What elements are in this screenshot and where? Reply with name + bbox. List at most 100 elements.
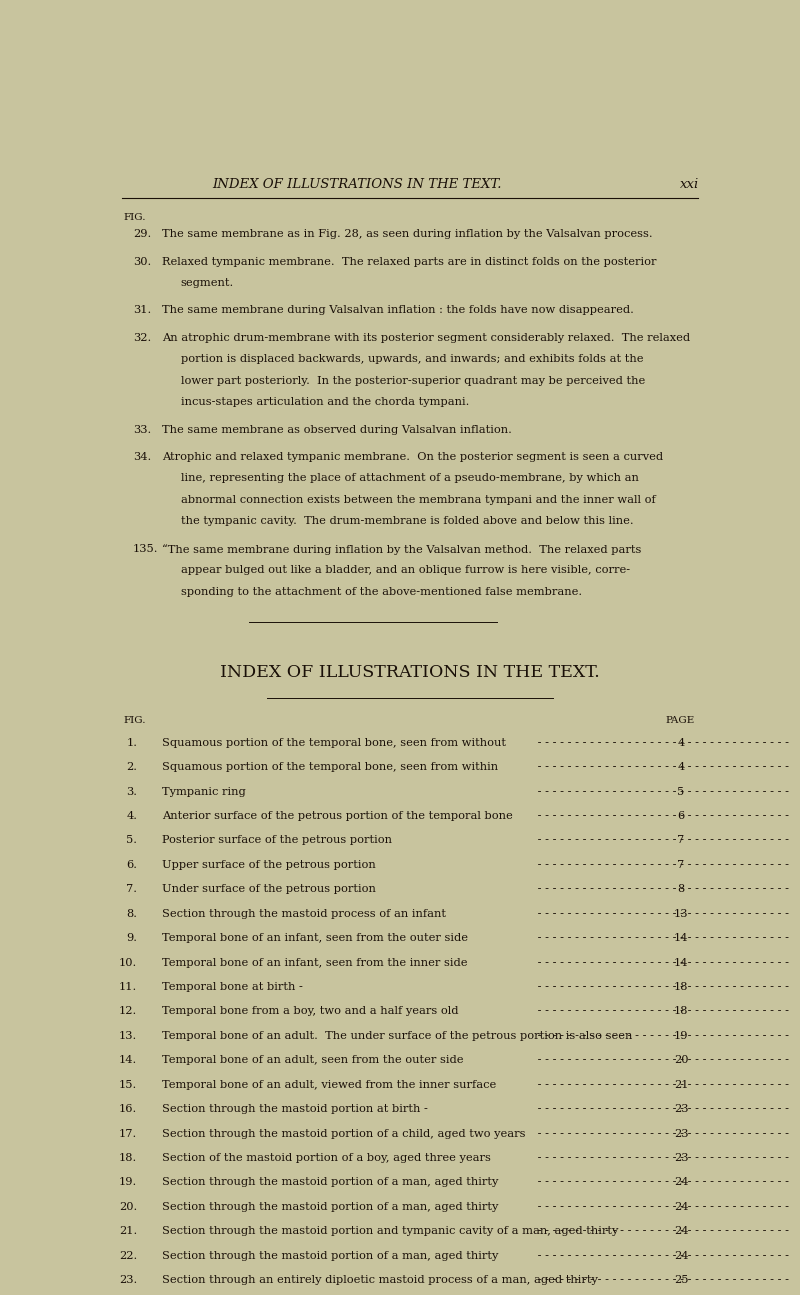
Text: 7: 7	[678, 860, 685, 870]
Text: Temporal bone of an adult.  The under surface of the petrous portion is also see: Temporal bone of an adult. The under sur…	[162, 1031, 632, 1041]
Text: - - - - - - - - - - - - - - - - - - - - - - - - - - - - - - - - - -: - - - - - - - - - - - - - - - - - - - - …	[534, 1031, 789, 1041]
Text: Squamous portion of the temporal bone, seen from without: Squamous portion of the temporal bone, s…	[162, 738, 506, 747]
Text: Relaxed tympanic membrane.  The relaxed parts are in distinct folds on the poste: Relaxed tympanic membrane. The relaxed p…	[162, 256, 657, 267]
Text: - - - - - - - - - - - - - - - - - - - - - - - - - - - - - - - - - -: - - - - - - - - - - - - - - - - - - - - …	[534, 860, 789, 870]
Text: - - - - - - - - - - - - - - - - - - - - - - - - - - - - - - - - - -: - - - - - - - - - - - - - - - - - - - - …	[534, 1129, 789, 1138]
Text: 8: 8	[678, 884, 685, 895]
Text: - - - - - - - - - - - - - - - - - - - - - - - - - - - - - - - - - -: - - - - - - - - - - - - - - - - - - - - …	[534, 957, 789, 967]
Text: 19.: 19.	[119, 1177, 138, 1188]
Text: 6.: 6.	[126, 860, 138, 870]
Text: - - - - - - - - - - - - - - - - - - - - - - - - - - - - - - - - - -: - - - - - - - - - - - - - - - - - - - - …	[534, 1055, 789, 1066]
Text: - - - - - - - - - - - - - - - - - - - - - - - - - - - - - - - - - -: - - - - - - - - - - - - - - - - - - - - …	[534, 1177, 789, 1188]
Text: 30.: 30.	[133, 256, 151, 267]
Text: - - - - - - - - - - - - - - - - - - - - - - - - - - - - - - - - - -: - - - - - - - - - - - - - - - - - - - - …	[534, 934, 789, 943]
Text: 1.: 1.	[126, 738, 138, 747]
Text: portion is displaced backwards, upwards, and inwards; and exhibits folds at the: portion is displaced backwards, upwards,…	[181, 355, 643, 364]
Text: 34.: 34.	[133, 452, 151, 462]
Text: 4.: 4.	[126, 811, 138, 821]
Text: - - - - - - - - - - - - - - - - - - - - - - - - - - - - - - - - - -: - - - - - - - - - - - - - - - - - - - - …	[534, 786, 789, 796]
Text: An atrophic drum-membrane with its posterior segment considerably relaxed.  The : An atrophic drum-membrane with its poste…	[162, 333, 690, 343]
Text: The same membrane as in Fig. 28, as seen during inflation by the Valsalvan proce: The same membrane as in Fig. 28, as seen…	[162, 229, 653, 240]
Text: Section through the mastoid portion of a man, aged thirty: Section through the mastoid portion of a…	[162, 1251, 498, 1261]
Text: 23: 23	[674, 1153, 688, 1163]
Text: 19: 19	[674, 1031, 688, 1041]
Text: “The same membrane during inflation by the Valsalvan method.  The relaxed parts: “The same membrane during inflation by t…	[162, 544, 642, 554]
Text: Section through the mastoid portion and tympanic cavity of a man, aged thirty: Section through the mastoid portion and …	[162, 1226, 618, 1237]
Text: Section through the mastoid portion at birth -: Section through the mastoid portion at b…	[162, 1105, 428, 1114]
Text: - - - - - - - - - - - - - - - - - - - - - - - - - - - - - - - - - -: - - - - - - - - - - - - - - - - - - - - …	[534, 1006, 789, 1017]
Text: 2.: 2.	[126, 763, 138, 772]
Text: Temporal bone of an infant, seen from the inner side: Temporal bone of an infant, seen from th…	[162, 957, 467, 967]
Text: - - - - - - - - - - - - - - - - - - - - - - - - - - - - - - - - - -: - - - - - - - - - - - - - - - - - - - - …	[534, 1202, 789, 1212]
Text: 135.: 135.	[133, 544, 158, 554]
Text: 18.: 18.	[119, 1153, 138, 1163]
Text: incus-stapes articulation and the chorda tympani.: incus-stapes articulation and the chorda…	[181, 398, 469, 407]
Text: The same membrane as observed during Valsalvan inflation.: The same membrane as observed during Val…	[162, 425, 512, 435]
Text: 21: 21	[674, 1080, 688, 1090]
Text: 14.: 14.	[119, 1055, 138, 1066]
Text: 12.: 12.	[119, 1006, 138, 1017]
Text: INDEX OF ILLUSTRATIONS IN THE TEXT.: INDEX OF ILLUSTRATIONS IN THE TEXT.	[220, 664, 600, 681]
Text: 7.: 7.	[126, 884, 138, 895]
Text: 21.: 21.	[119, 1226, 138, 1237]
Text: 23.: 23.	[119, 1276, 138, 1285]
Text: 13: 13	[674, 909, 688, 918]
Text: 24: 24	[674, 1202, 688, 1212]
Text: lower part posteriorly.  In the posterior-superior quadrant may be perceived the: lower part posteriorly. In the posterior…	[181, 376, 645, 386]
Text: Section through an entirely diploetic mastoid process of a man, aged thirty: Section through an entirely diploetic ma…	[162, 1276, 598, 1285]
Text: Section of the mastoid portion of a boy, aged three years: Section of the mastoid portion of a boy,…	[162, 1153, 491, 1163]
Text: Temporal bone from a boy, two and a half years old: Temporal bone from a boy, two and a half…	[162, 1006, 458, 1017]
Text: 9.: 9.	[126, 934, 138, 943]
Text: Section through the mastoid portion of a man, aged thirty: Section through the mastoid portion of a…	[162, 1202, 498, 1212]
Text: 10.: 10.	[119, 957, 138, 967]
Text: 4: 4	[678, 763, 685, 772]
Text: 13.: 13.	[119, 1031, 138, 1041]
Text: abnormal connection exists between the membrana tympani and the inner wall of: abnormal connection exists between the m…	[181, 495, 655, 505]
Text: 24: 24	[674, 1226, 688, 1237]
Text: - - - - - - - - - - - - - - - - - - - - - - - - - - - - - - - - - -: - - - - - - - - - - - - - - - - - - - - …	[534, 835, 789, 846]
Text: 7: 7	[678, 835, 685, 846]
Text: 23: 23	[674, 1129, 688, 1138]
Text: 22.: 22.	[119, 1251, 138, 1261]
Text: - - - - - - - - - - - - - - - - - - - - - - - - - - - - - - - - - -: - - - - - - - - - - - - - - - - - - - - …	[534, 811, 789, 821]
Text: - - - - - - - - - - - - - - - - - - - - - - - - - - - - - - - - - -: - - - - - - - - - - - - - - - - - - - - …	[534, 884, 789, 895]
Text: Upper surface of the petrous portion: Upper surface of the petrous portion	[162, 860, 376, 870]
Text: 5.: 5.	[126, 835, 138, 846]
Text: Temporal bone of an adult, seen from the outer side: Temporal bone of an adult, seen from the…	[162, 1055, 463, 1066]
Text: - - - - - - - - - - - - - - - - - - - - - - - - - - - - - - - - - -: - - - - - - - - - - - - - - - - - - - - …	[534, 1226, 789, 1237]
Text: 15.: 15.	[119, 1080, 138, 1090]
Text: xxi: xxi	[680, 179, 699, 192]
Text: 17.: 17.	[119, 1129, 138, 1138]
Text: 18: 18	[674, 1006, 688, 1017]
Text: FIG.: FIG.	[123, 214, 146, 223]
Text: The same membrane during Valsalvan inflation : the folds have now disappeared.: The same membrane during Valsalvan infla…	[162, 306, 634, 316]
Text: Squamous portion of the temporal bone, seen from within: Squamous portion of the temporal bone, s…	[162, 763, 498, 772]
Text: 32.: 32.	[133, 333, 151, 343]
Text: FIG.: FIG.	[123, 716, 146, 725]
Text: 25: 25	[674, 1276, 688, 1285]
Text: 24: 24	[674, 1251, 688, 1261]
Text: Under surface of the petrous portion: Under surface of the petrous portion	[162, 884, 376, 895]
Text: 3.: 3.	[126, 786, 138, 796]
Text: the tympanic cavity.  The drum-membrane is folded above and below this line.: the tympanic cavity. The drum-membrane i…	[181, 517, 634, 526]
Text: 16.: 16.	[119, 1105, 138, 1114]
Text: INDEX OF ILLUSTRATIONS IN THE TEXT.: INDEX OF ILLUSTRATIONS IN THE TEXT.	[213, 179, 502, 192]
Text: - - - - - - - - - - - - - - - - - - - - - - - - - - - - - - - - - -: - - - - - - - - - - - - - - - - - - - - …	[534, 1251, 789, 1261]
Text: Atrophic and relaxed tympanic membrane.  On the posterior segment is seen a curv: Atrophic and relaxed tympanic membrane. …	[162, 452, 663, 462]
Text: 18: 18	[674, 982, 688, 992]
Text: Section through the mastoid process of an infant: Section through the mastoid process of a…	[162, 909, 446, 918]
Text: - - - - - - - - - - - - - - - - - - - - - - - - - - - - - - - - - -: - - - - - - - - - - - - - - - - - - - - …	[534, 1080, 789, 1090]
Text: Section through the mastoid portion of a child, aged two years: Section through the mastoid portion of a…	[162, 1129, 526, 1138]
Text: Section through the mastoid portion of a man, aged thirty: Section through the mastoid portion of a…	[162, 1177, 498, 1188]
Text: 33.: 33.	[133, 425, 151, 435]
Text: appear bulged out like a bladder, and an oblique furrow is here visible, corre-: appear bulged out like a bladder, and an…	[181, 565, 630, 575]
Text: 14: 14	[674, 957, 688, 967]
Text: 20.: 20.	[119, 1202, 138, 1212]
Text: 14: 14	[674, 934, 688, 943]
Text: line, representing the place of attachment of a pseudo-membrane, by which an: line, representing the place of attachme…	[181, 474, 638, 483]
Text: 11.: 11.	[119, 982, 138, 992]
Text: 29.: 29.	[133, 229, 151, 240]
Text: 8.: 8.	[126, 909, 138, 918]
Text: segment.: segment.	[181, 278, 234, 287]
Text: Temporal bone of an infant, seen from the outer side: Temporal bone of an infant, seen from th…	[162, 934, 468, 943]
